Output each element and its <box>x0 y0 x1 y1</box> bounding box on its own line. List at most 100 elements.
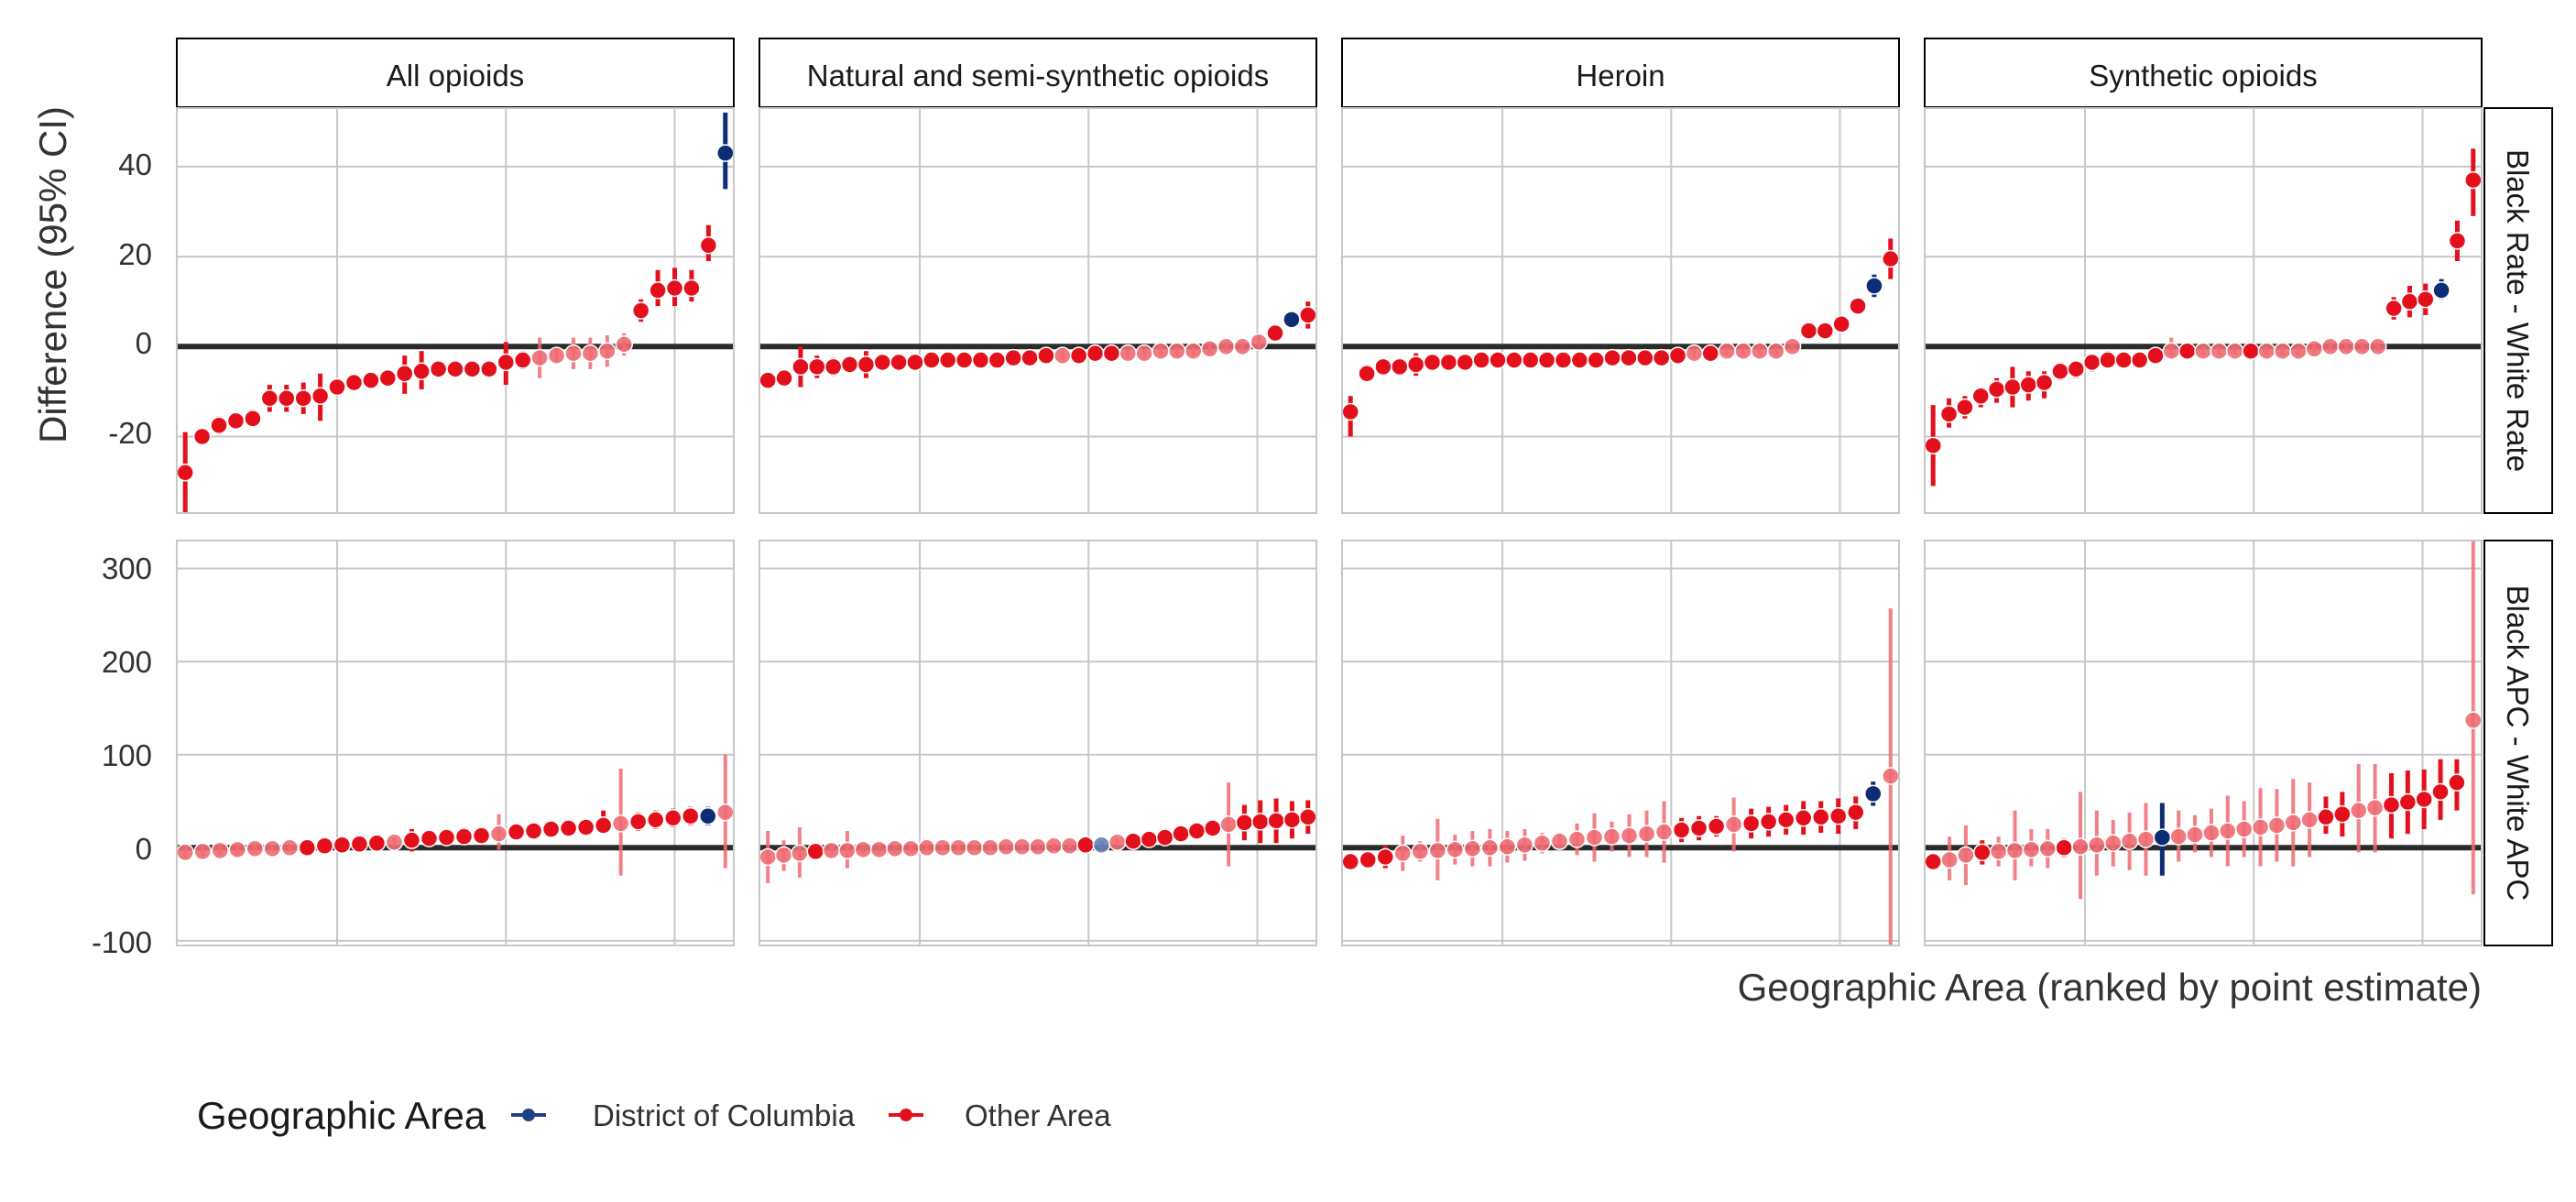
point <box>869 840 889 859</box>
point <box>615 335 633 354</box>
point <box>1654 823 1674 841</box>
point <box>2431 782 2450 802</box>
strip-box-col-0 <box>176 38 735 108</box>
y-tick-label: 200 <box>102 645 152 679</box>
point <box>2178 342 2197 360</box>
point <box>1393 844 1413 863</box>
y-tick-label: 40 <box>118 148 152 181</box>
point <box>1847 803 1865 822</box>
point <box>1794 809 1813 827</box>
point <box>1939 405 1959 423</box>
panel-r0-c1 <box>759 107 1317 514</box>
point <box>1882 767 1899 785</box>
panel-marks <box>1342 608 1899 945</box>
point <box>822 841 841 860</box>
point <box>808 357 826 377</box>
point <box>1168 342 1186 360</box>
point <box>1267 812 1285 830</box>
point <box>955 351 974 369</box>
point <box>1734 342 1752 360</box>
point-dc <box>1864 784 1883 803</box>
point <box>2284 814 2303 832</box>
point <box>1140 830 1159 848</box>
panel-marks <box>1342 238 1899 437</box>
y-tick-label: 0 <box>136 326 152 360</box>
point <box>1603 348 1621 367</box>
point <box>1135 344 1153 363</box>
point <box>1069 346 1088 365</box>
panel-border <box>1341 540 1900 946</box>
point <box>890 353 908 372</box>
point-dc <box>2153 828 2172 847</box>
point <box>2136 830 2156 848</box>
y-ticks-row-0: -20 0 20 40 <box>108 148 152 450</box>
point <box>507 823 526 841</box>
point <box>2365 798 2385 817</box>
point <box>1766 342 1785 360</box>
point <box>1707 817 1726 836</box>
point <box>628 813 648 831</box>
point <box>2225 342 2244 360</box>
strip-box-col-3 <box>1924 38 2483 108</box>
point <box>1021 348 1039 367</box>
legend-key-point-dc <box>522 1109 535 1121</box>
point <box>1989 842 2008 861</box>
point <box>1925 436 1942 455</box>
point <box>2448 773 2466 792</box>
panel-r0-c3 <box>1924 107 2483 514</box>
point <box>1376 847 1394 867</box>
point <box>2415 790 2433 809</box>
strip-label-col-1: Natural and semi-synthetic opioids <box>807 59 1269 93</box>
point <box>1620 348 1638 367</box>
point <box>463 360 482 378</box>
point <box>333 836 352 855</box>
y-tick-label: 100 <box>102 738 152 772</box>
point <box>873 353 892 372</box>
strip-label-row-0: Black Rate - White Rate <box>2501 149 2535 472</box>
point <box>311 387 330 406</box>
point <box>1108 833 1127 851</box>
point-dc <box>1283 311 1301 329</box>
point <box>971 351 990 369</box>
point <box>1849 297 1867 315</box>
point <box>1554 351 1573 369</box>
point <box>1637 825 1656 843</box>
point <box>1832 314 1850 333</box>
point <box>226 411 246 431</box>
point <box>2210 342 2229 360</box>
point <box>1358 365 1376 383</box>
point <box>378 368 398 388</box>
panel-border <box>1924 540 2483 946</box>
panel-marks <box>177 112 734 513</box>
point <box>1428 841 1447 860</box>
point <box>1489 351 1507 369</box>
panel-marks <box>177 754 734 876</box>
point <box>559 819 578 837</box>
point-dc <box>1092 836 1111 855</box>
point <box>1203 819 1222 837</box>
point <box>1816 322 1835 340</box>
point-dc <box>1865 277 1883 295</box>
point <box>2337 337 2355 356</box>
legend-key-point-other <box>900 1109 912 1121</box>
point <box>1374 357 1392 377</box>
point <box>2242 342 2260 360</box>
point <box>437 828 456 847</box>
point <box>886 839 904 858</box>
point <box>791 844 809 863</box>
point <box>631 301 650 320</box>
point <box>2448 232 2467 250</box>
point <box>2114 351 2134 369</box>
panel-marks <box>1925 148 2482 486</box>
point <box>1155 828 1174 847</box>
panel-marks <box>759 782 1316 883</box>
point <box>759 847 777 867</box>
panel-border <box>176 107 735 514</box>
point <box>1359 850 1377 869</box>
point <box>1957 846 1975 865</box>
point <box>1235 814 1254 832</box>
point <box>1200 339 1219 358</box>
y-ticks-row-1: -100 0 100 200 300 <box>92 552 152 959</box>
strip-box-col-1 <box>759 38 1317 108</box>
point <box>806 842 824 861</box>
